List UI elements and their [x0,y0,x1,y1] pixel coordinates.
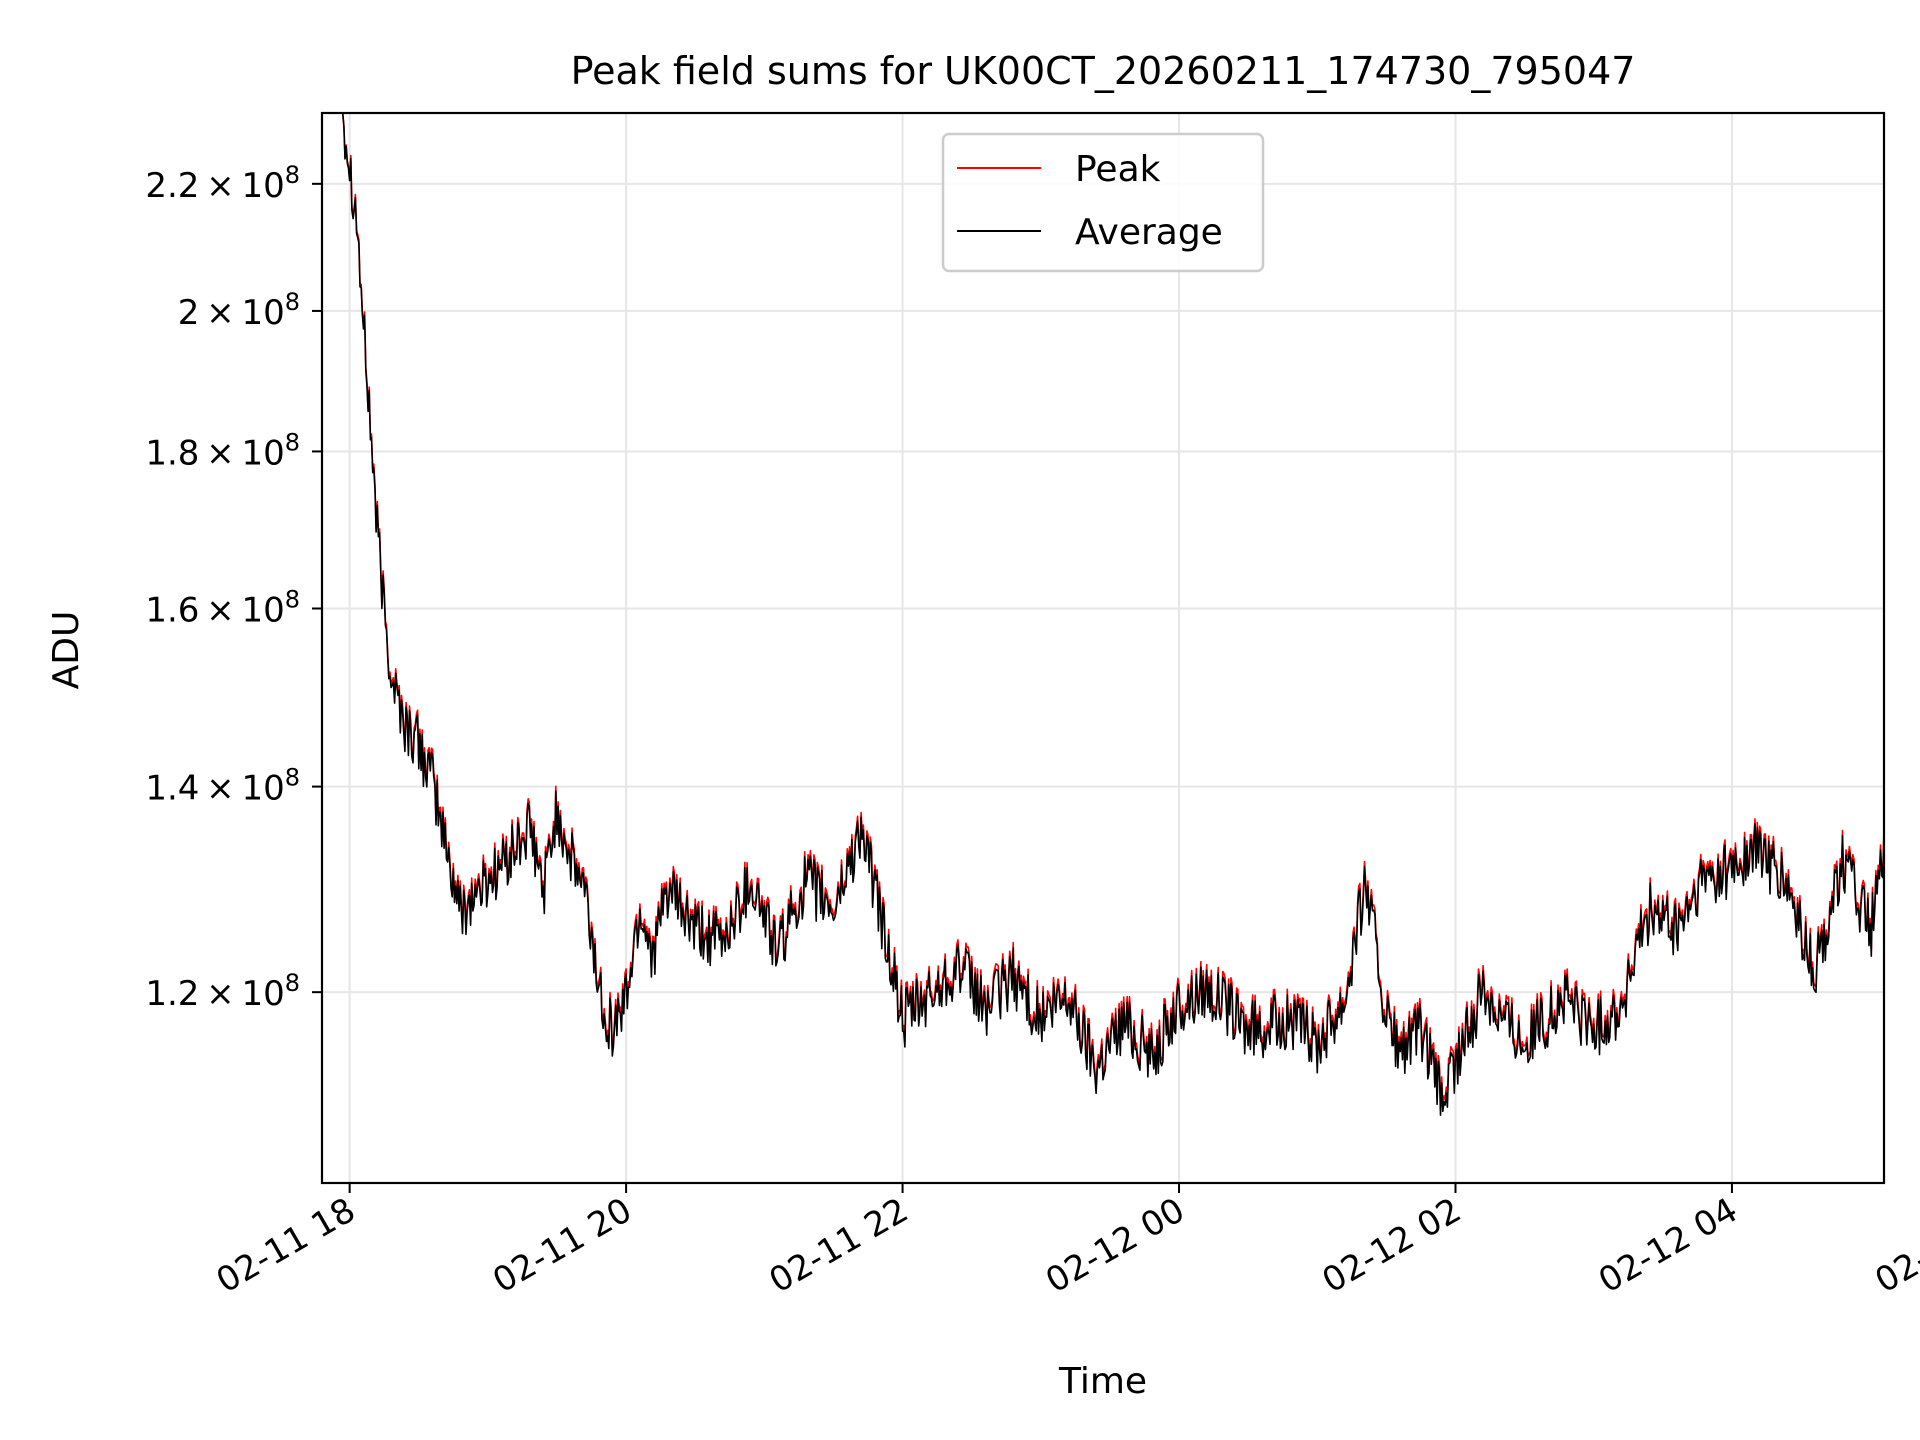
series-average-line [321,112,1885,1116]
y-tick-exponent: 8 [285,586,300,614]
legend: Peak Average [941,132,1265,273]
y-tick-label: 1.2 × 108 [145,969,300,1014]
y-axis-label: ADU [46,611,87,690]
y-tick-label: 1.6 × 108 [145,586,300,631]
y-tick-label: 1.4 × 108 [145,764,300,809]
plot-frame [320,111,1886,1185]
y-tick-exponent: 8 [285,428,300,456]
y-tick-mantissa: 1.4 × 10 [145,769,284,809]
y-tick-exponent: 8 [285,288,300,316]
y-tick-label: 2.2 × 108 [145,161,300,206]
x-axis-label: Time [1058,1361,1147,1402]
y-tick-mantissa: 1.8 × 10 [145,433,284,473]
series-layer [321,112,1885,1116]
y-tick-mantissa: 2.2 × 10 [145,166,284,206]
y-tick-exponent: 8 [285,969,300,997]
y-tick-mantissa: 1.2 × 10 [145,974,284,1014]
y-tick-mantissa: 2 × 10 [178,293,285,333]
legend-label-peak: Peak [1075,149,1161,190]
y-tick-label: 1.8 × 108 [145,428,300,473]
y-tick-mantissa: 1.6 × 10 [145,591,284,631]
y-tick-label: 2 × 108 [178,288,300,333]
chart-title: Peak field sums for UK00CT_20260211_1747… [571,49,1636,93]
y-tick-exponent: 8 [285,764,300,792]
y-tick-exponent: 8 [285,161,300,189]
legend-label-average: Average [1075,212,1223,253]
